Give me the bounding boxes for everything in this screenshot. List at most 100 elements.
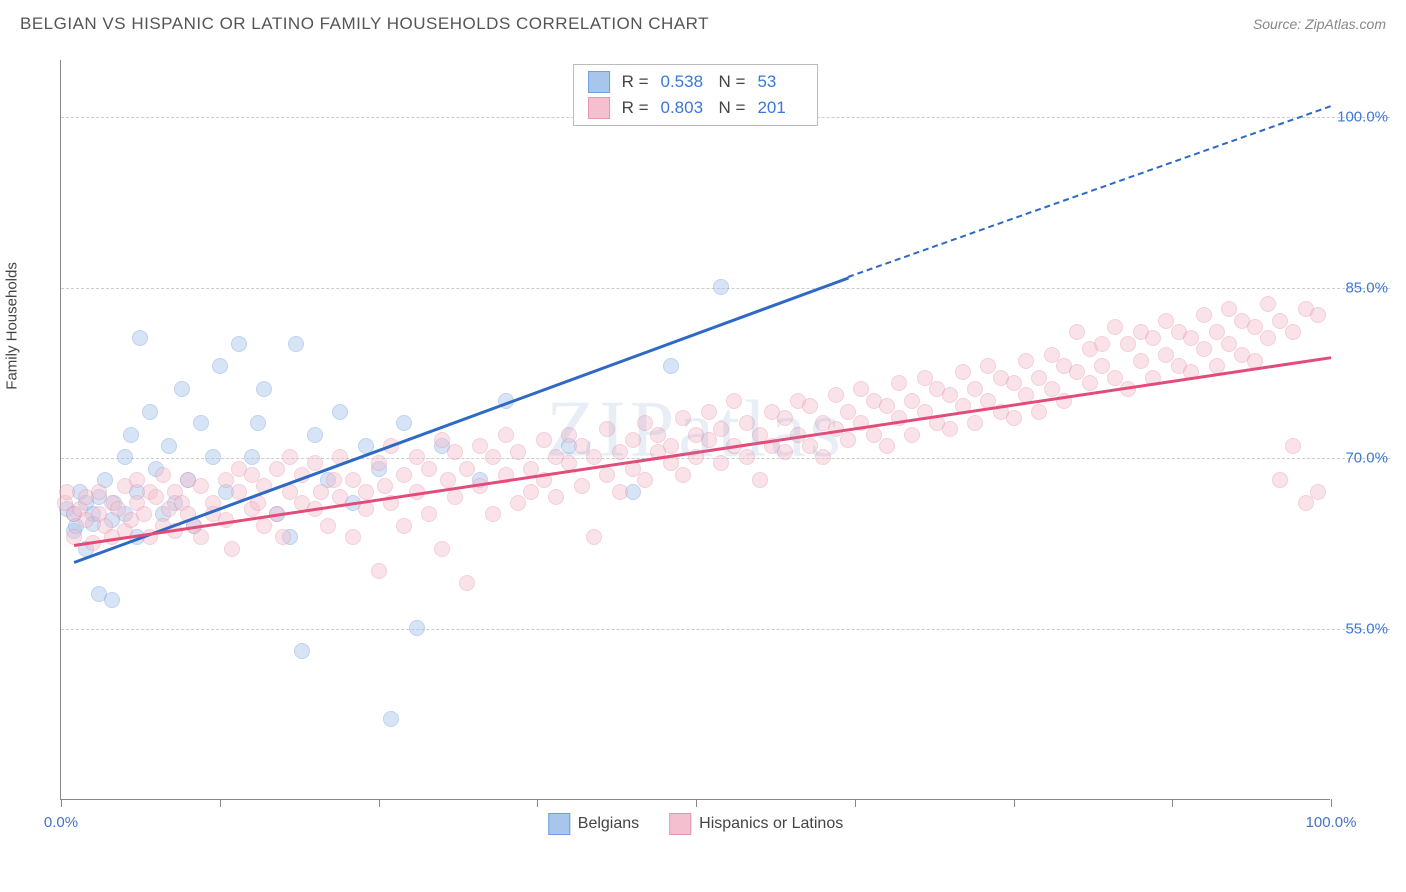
legend-item: Hispanics or Latinos — [669, 813, 843, 835]
data-point — [612, 444, 628, 460]
chart-source: Source: ZipAtlas.com — [1253, 16, 1386, 32]
data-point — [1285, 324, 1301, 340]
r-value: 0.538 — [661, 72, 707, 92]
data-point — [447, 444, 463, 460]
r-value: 0.803 — [661, 98, 707, 118]
data-point — [440, 472, 456, 488]
chart-container: Family Households ZIPatlas R =0.538N =53… — [20, 50, 1390, 840]
data-point — [586, 449, 602, 465]
data-point — [396, 415, 412, 431]
x-tick — [379, 799, 380, 807]
data-point — [269, 461, 285, 477]
data-point — [1298, 495, 1314, 511]
legend-stat-row: R =0.538N =53 — [588, 69, 804, 95]
data-point — [485, 506, 501, 522]
data-point — [447, 489, 463, 505]
data-point — [498, 427, 514, 443]
data-point — [1260, 296, 1276, 312]
data-point — [123, 427, 139, 443]
data-point — [955, 364, 971, 380]
data-point — [574, 478, 590, 494]
data-point — [256, 518, 272, 534]
data-point — [713, 455, 729, 471]
data-point — [967, 415, 983, 431]
data-point — [1196, 307, 1212, 323]
data-point — [777, 444, 793, 460]
n-label: N = — [719, 72, 746, 92]
chart-title: BELGIAN VS HISPANIC OR LATINO FAMILY HOU… — [20, 14, 709, 34]
legend-label: Belgians — [578, 815, 639, 833]
data-point — [802, 398, 818, 414]
data-point — [1196, 341, 1212, 357]
data-point — [1272, 472, 1288, 488]
data-point — [307, 455, 323, 471]
data-point — [142, 404, 158, 420]
data-point — [1120, 336, 1136, 352]
data-point — [637, 472, 653, 488]
data-point — [701, 404, 717, 420]
data-point — [377, 478, 393, 494]
data-point — [371, 455, 387, 471]
data-point — [815, 449, 831, 465]
data-point — [212, 358, 228, 374]
n-value: 201 — [757, 98, 803, 118]
data-point — [1260, 330, 1276, 346]
data-point — [904, 427, 920, 443]
data-point — [193, 529, 209, 545]
data-point — [510, 495, 526, 511]
data-point — [345, 529, 361, 545]
data-point — [1145, 330, 1161, 346]
data-point — [1107, 319, 1123, 335]
legend-swatch — [588, 97, 610, 119]
data-point — [1031, 404, 1047, 420]
data-point — [739, 449, 755, 465]
data-point — [193, 478, 209, 494]
legend-item: Belgians — [548, 813, 639, 835]
legend-stat-row: R = 0.803 N = 201 — [588, 95, 804, 121]
data-point — [307, 427, 323, 443]
chart-header: BELGIAN VS HISPANIC OR LATINO FAMILY HOU… — [0, 0, 1406, 42]
trend-line-dashed — [848, 106, 1331, 279]
data-point — [726, 393, 742, 409]
legend-swatch — [548, 813, 570, 835]
data-point — [879, 438, 895, 454]
data-point — [396, 518, 412, 534]
data-point — [409, 620, 425, 636]
data-point — [675, 410, 691, 426]
data-point — [205, 449, 221, 465]
trend-line — [73, 276, 849, 563]
y-axis-label: Family Households — [4, 262, 21, 390]
data-point — [663, 358, 679, 374]
r-label: R = — [622, 98, 649, 118]
plot-area: ZIPatlas R =0.538N =53R =0.803N =201 Bel… — [60, 60, 1330, 800]
x-tick — [1014, 799, 1015, 807]
data-point — [332, 404, 348, 420]
data-point — [371, 563, 387, 579]
data-point — [256, 381, 272, 397]
data-point — [161, 438, 177, 454]
data-point — [1082, 375, 1098, 391]
x-tick-label: 0.0% — [44, 814, 78, 831]
data-point — [599, 421, 615, 437]
data-point — [1018, 353, 1034, 369]
data-point — [282, 449, 298, 465]
data-point — [250, 415, 266, 431]
data-point — [840, 432, 856, 448]
data-point — [136, 506, 152, 522]
data-point — [396, 467, 412, 483]
data-point — [459, 575, 475, 591]
data-point — [421, 461, 437, 477]
data-point — [224, 541, 240, 557]
data-point — [1310, 484, 1326, 500]
data-point — [174, 381, 190, 397]
data-point — [663, 438, 679, 454]
x-tick — [537, 799, 538, 807]
n-label: N = — [719, 98, 746, 118]
data-point — [625, 432, 641, 448]
data-point — [891, 375, 907, 391]
y-tick-label: 55.0% — [1345, 621, 1388, 638]
y-tick-label: 85.0% — [1345, 279, 1388, 296]
data-point — [244, 449, 260, 465]
n-value: 53 — [757, 72, 803, 92]
gridline-h — [61, 629, 1390, 630]
